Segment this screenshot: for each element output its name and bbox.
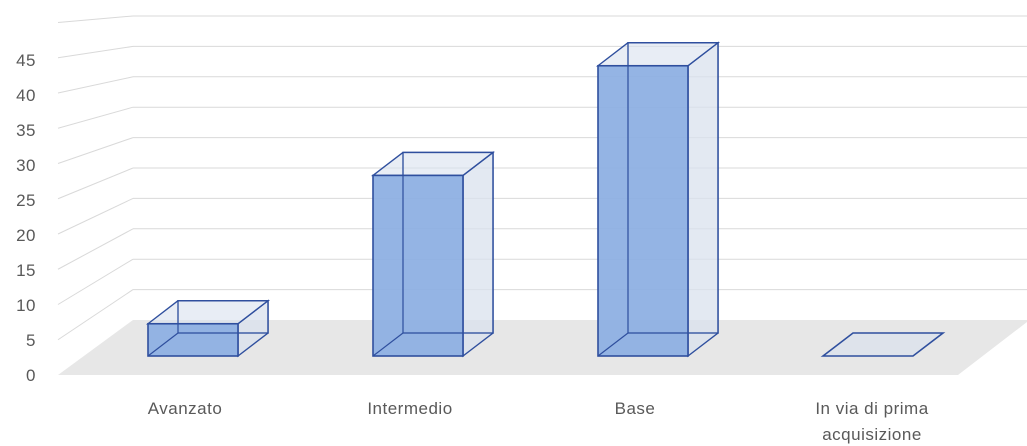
- gridline-side: [57, 289, 134, 341]
- y-axis-tick-labels: 0 5 10 15 20 25 30 35 40 45: [16, 51, 36, 385]
- bar-front-face: [597, 64, 689, 357]
- gridline-side: [57, 45, 134, 59]
- gridline-side: [57, 106, 134, 129]
- bars: [145, 41, 946, 358]
- y-tick-label: 25: [16, 191, 36, 210]
- x-category-label: Base: [615, 399, 656, 418]
- y-tick-label: 35: [16, 121, 36, 140]
- category-labels: Avanzato Intermedio Base In via di prima acq…: [148, 399, 928, 444]
- gridline-side: [57, 76, 134, 94]
- x-category-label: Avanzato: [148, 399, 223, 418]
- bar: [820, 332, 946, 357]
- bar: [370, 150, 496, 358]
- gridline-side: [57, 137, 134, 164]
- gridline-side: [57, 228, 134, 270]
- bar-inner-edge: [597, 332, 629, 357]
- floor-plane: [58, 320, 1027, 375]
- bar: [145, 299, 271, 358]
- bar: [595, 41, 721, 358]
- y-tick-label: 0: [26, 366, 36, 385]
- bar-side-face: [687, 41, 719, 358]
- bar-inner-edge: [147, 332, 179, 357]
- y-tick-label: 15: [16, 261, 36, 280]
- gridline-side: [57, 197, 134, 235]
- y-tick-label: 40: [16, 86, 36, 105]
- bar-flat: [820, 332, 946, 357]
- gridlines: [57, 15, 1027, 341]
- y-tick-label: 10: [16, 296, 36, 315]
- bar-side-face: [462, 150, 494, 358]
- y-tick-label: 5: [26, 331, 36, 350]
- bar-inner-edge: [372, 332, 404, 357]
- gridline-side: [57, 258, 134, 305]
- x-category-label: Intermedio: [367, 399, 452, 418]
- y-tick-label: 20: [16, 226, 36, 245]
- chart-floor: [58, 320, 1027, 375]
- gridline-side: [57, 15, 134, 23]
- bar-front-face: [147, 322, 239, 357]
- y-tick-label: 45: [16, 51, 36, 70]
- bar-front-face: [372, 174, 464, 357]
- y-tick-label: 30: [16, 156, 36, 175]
- x-category-label: In via di prima acquisizione: [815, 399, 928, 444]
- gridline-side: [57, 167, 134, 200]
